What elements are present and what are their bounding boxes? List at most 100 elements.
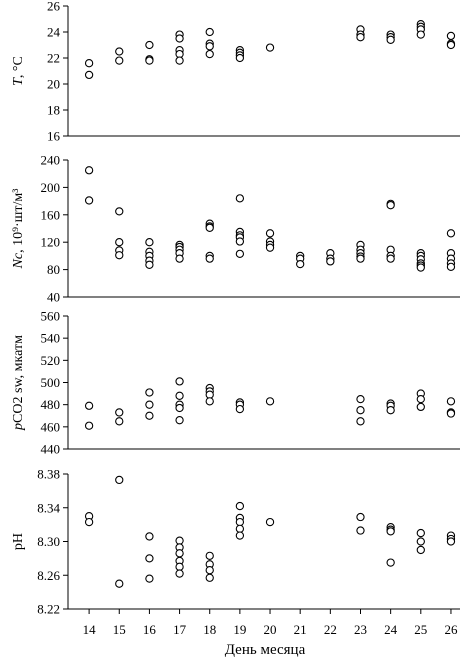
y-tick-label: 26	[47, 0, 61, 14]
y-tick-label: 40	[47, 290, 60, 305]
data-point	[205, 42, 214, 51]
data-point	[235, 524, 245, 533]
data-point	[175, 562, 184, 571]
data-point	[235, 501, 245, 511]
x-tick-label: 22	[324, 622, 337, 637]
data-point	[386, 254, 395, 263]
x-tick-label: 15	[113, 622, 126, 637]
data-point	[115, 47, 124, 56]
y-tick-label: 20	[47, 77, 60, 92]
data-point	[145, 238, 154, 247]
data-point	[446, 229, 456, 238]
data-point	[416, 402, 425, 412]
data-point	[235, 237, 245, 246]
data-point	[175, 56, 184, 65]
data-point	[386, 201, 395, 210]
data-point	[265, 243, 275, 252]
data-point	[235, 517, 245, 527]
data-point	[205, 254, 214, 263]
data-point	[84, 196, 94, 205]
y-tick-label: 540	[41, 331, 61, 346]
data-point	[296, 259, 305, 269]
data-point	[356, 512, 365, 522]
data-point	[115, 417, 124, 426]
y-tick-label: 500	[41, 375, 61, 390]
x-tick-label: 25	[414, 622, 427, 637]
data-point	[175, 34, 184, 43]
y-tick-label: 8.30	[37, 534, 60, 549]
y-tick-label: 18	[47, 103, 60, 118]
data-point	[265, 517, 275, 527]
data-point	[145, 532, 154, 541]
data-point	[356, 526, 365, 535]
data-point	[115, 207, 124, 216]
data-point	[446, 40, 456, 50]
panel-3: 440 460 480 500 520 540 560 pCO2 sw, мкатм	[11, 309, 460, 457]
data-point	[175, 391, 184, 400]
data-point	[265, 43, 275, 52]
panel-2: 40 80 120 160 200 240 Nc, 10⁹·шт/м³	[11, 153, 460, 305]
data-point	[175, 549, 184, 558]
data-point	[386, 406, 395, 415]
data-point	[235, 404, 245, 414]
y-axis-label: pCO2 sw, мкатм	[11, 335, 26, 431]
data-point	[356, 394, 365, 404]
data-point	[356, 417, 365, 426]
data-point	[175, 569, 184, 578]
data-point	[115, 408, 124, 417]
y-tick-label: 520	[41, 353, 61, 368]
data-point	[145, 411, 154, 420]
data-point	[265, 229, 275, 238]
x-tick-label: 19	[233, 622, 246, 637]
data-point	[446, 31, 456, 41]
data-point	[356, 406, 365, 415]
data-point	[386, 35, 395, 44]
panel-1: 16 18 20 22 24 26 T, °C	[11, 0, 460, 144]
y-tick-label: 120	[41, 235, 61, 250]
data-point	[84, 421, 94, 430]
data-point	[175, 377, 184, 386]
data-point	[175, 403, 184, 413]
data-point	[145, 40, 154, 50]
data-point	[356, 254, 365, 263]
data-point	[416, 537, 425, 546]
data-point	[84, 70, 94, 80]
y-tick-label: 8.26	[37, 568, 60, 583]
data-point	[84, 517, 94, 527]
data-point	[84, 59, 94, 68]
y-tick-label: 460	[41, 419, 61, 434]
y-tick-label: 560	[41, 309, 61, 324]
y-tick-label: 80	[47, 262, 60, 277]
data-point	[446, 262, 456, 272]
data-point	[446, 409, 456, 418]
y-tick-label: 240	[41, 153, 61, 168]
y-tick-label: 440	[41, 442, 61, 457]
data-point	[145, 260, 154, 269]
data-point	[145, 388, 154, 397]
data-point	[235, 53, 245, 63]
data-point	[265, 397, 275, 406]
x-tick-label: 17	[173, 622, 187, 637]
data-point	[416, 545, 425, 555]
y-tick-label: 480	[41, 397, 61, 412]
data-point	[145, 554, 154, 563]
x-tick-label: 20	[264, 622, 277, 637]
x-tick-label: 14	[83, 622, 97, 637]
x-axis: 14 15 16 17 18 19 20 21 22 23 24 25 26	[83, 609, 458, 637]
data-point	[235, 249, 245, 258]
data-point	[115, 238, 124, 247]
data-point	[356, 33, 365, 42]
x-tick-label: 23	[354, 622, 367, 637]
y-tick-label: 16	[47, 129, 61, 144]
data-point	[416, 528, 425, 538]
x-tick-label: 24	[384, 622, 398, 637]
data-point	[145, 56, 154, 65]
data-point	[205, 397, 214, 406]
y-tick-label: 8.38	[37, 467, 60, 482]
data-point	[115, 251, 124, 260]
data-point	[235, 531, 245, 540]
data-point	[115, 56, 124, 65]
y-tick-label: 24	[47, 25, 61, 40]
data-point	[84, 401, 94, 410]
